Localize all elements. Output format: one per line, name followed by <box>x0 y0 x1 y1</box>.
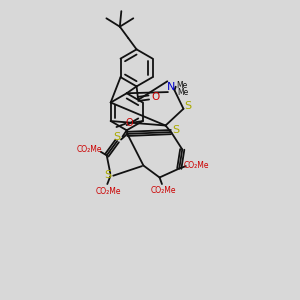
Text: S: S <box>105 170 112 180</box>
Text: N: N <box>167 82 176 92</box>
Text: O: O <box>125 118 133 128</box>
Text: Me: Me <box>176 81 188 90</box>
Text: S: S <box>113 132 120 142</box>
Text: O: O <box>151 92 160 102</box>
Text: CO₂Me: CO₂Me <box>151 185 176 194</box>
Text: CO₂Me: CO₂Me <box>76 145 102 154</box>
Text: CO₂Me: CO₂Me <box>95 187 121 196</box>
Text: Me: Me <box>177 88 188 97</box>
Text: S: S <box>172 125 179 135</box>
Text: S: S <box>184 101 191 111</box>
Text: CO₂Me: CO₂Me <box>184 161 209 170</box>
